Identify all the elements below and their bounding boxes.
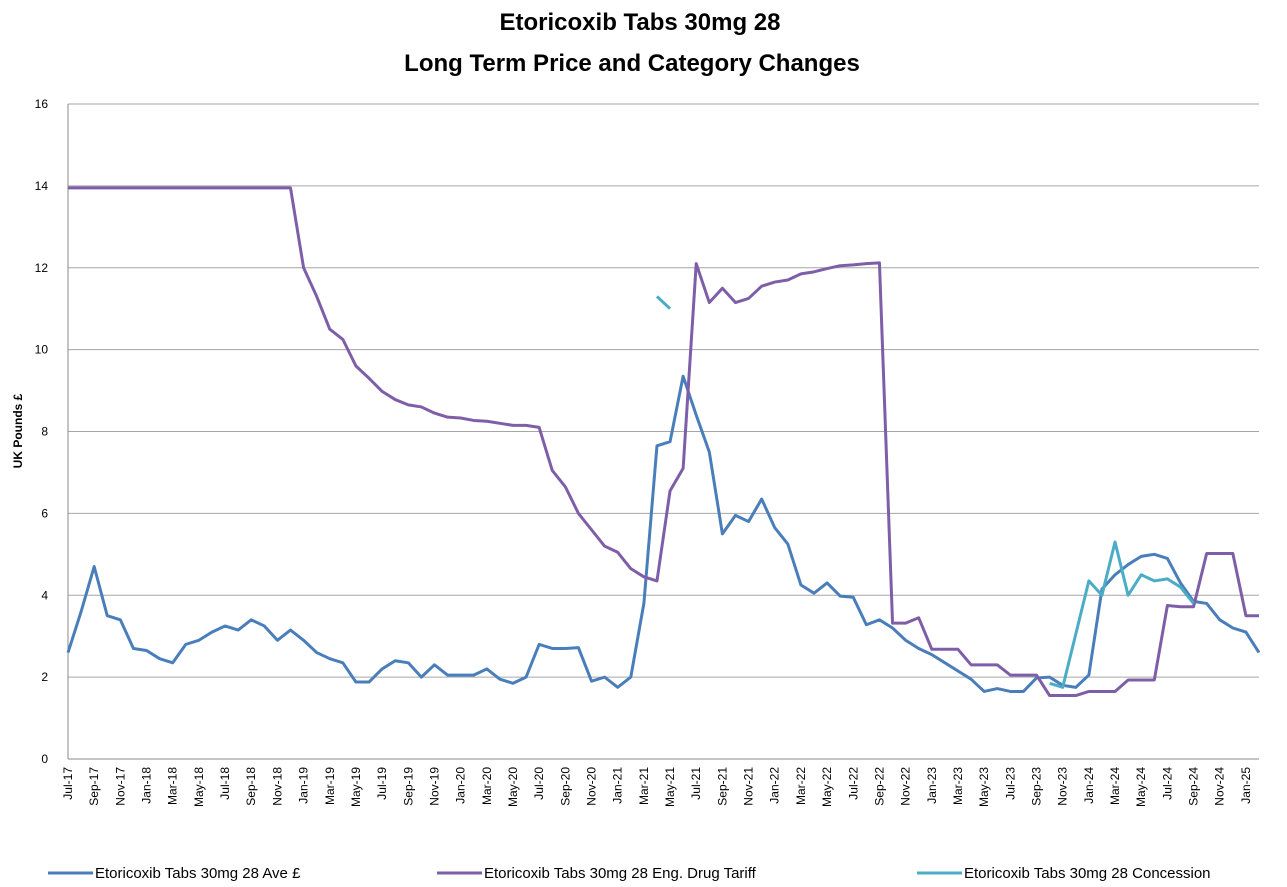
- x-tick-label: Mar-18: [166, 767, 180, 805]
- x-tick-label: Mar-19: [323, 767, 337, 805]
- x-tick-label: Jan-19: [297, 767, 311, 804]
- x-tick-label: Nov-17: [113, 767, 127, 806]
- x-tick-label: Sep-24: [1187, 767, 1201, 806]
- x-tick-label: Sep-22: [872, 767, 886, 806]
- x-tick-label: Jul-17: [61, 767, 75, 800]
- x-tick-label: Jan-18: [140, 767, 154, 804]
- x-tick-label: Nov-18: [270, 767, 284, 806]
- x-tick-label: Jul-21: [689, 767, 703, 800]
- series-line: [655, 295, 1195, 689]
- x-tick-label: May-18: [192, 767, 206, 807]
- legend-label: Etoricoxib Tabs 30mg 28 Eng. Drug Tariff: [484, 865, 757, 882]
- y-tick-label: 16: [35, 97, 49, 111]
- x-tick-label: Sep-20: [558, 767, 572, 806]
- x-tick-label: Mar-21: [637, 767, 651, 805]
- x-tick-label: Jul-20: [532, 767, 546, 800]
- x-tick-label: Jul-24: [1160, 767, 1174, 800]
- x-tick-label: Mar-22: [794, 767, 808, 805]
- x-tick-label: Nov-22: [899, 767, 913, 806]
- y-tick-label: 4: [41, 588, 48, 602]
- series-line: [68, 186, 1259, 698]
- chart-subtitle: Long Term Price and Category Changes: [404, 50, 860, 77]
- y-tick-label: 8: [41, 425, 48, 439]
- legend-label: Etoricoxib Tabs 30mg 28 Ave £: [95, 865, 301, 882]
- y-tick-label: 12: [35, 261, 49, 275]
- x-tick-label: Mar-23: [951, 767, 965, 805]
- x-tick-label: Sep-18: [244, 767, 258, 806]
- legend-label: Etoricoxib Tabs 30mg 28 Concession: [964, 865, 1211, 882]
- x-tick-label: Jan-22: [768, 767, 782, 804]
- x-tick-label: Nov-24: [1213, 767, 1227, 806]
- x-tick-label: May-23: [977, 767, 991, 807]
- x-tick-label: Jul-22: [846, 767, 860, 800]
- y-tick-label: 0: [41, 752, 48, 766]
- x-tick-label: Jul-18: [218, 767, 232, 800]
- x-tick-label: Jan-24: [1082, 767, 1096, 804]
- x-tick-label: May-19: [349, 767, 363, 807]
- x-tick-label: Nov-19: [427, 767, 441, 806]
- chart-title: Etoricoxib Tabs 30mg 28: [500, 9, 781, 36]
- x-tick-label: Jul-23: [1003, 767, 1017, 800]
- x-tick-label: Sep-17: [87, 767, 101, 806]
- x-tick-label: Sep-23: [1030, 767, 1044, 806]
- x-tick-label: Jan-20: [454, 767, 468, 804]
- x-tick-label: Jul-19: [375, 767, 389, 800]
- y-tick-label: 6: [41, 506, 48, 520]
- y-tick-label: 2: [41, 670, 48, 684]
- x-tick-label: Sep-21: [715, 767, 729, 806]
- x-tick-label: Nov-21: [742, 767, 756, 806]
- x-tick-label: Sep-19: [401, 767, 415, 806]
- x-tick-label: May-22: [820, 767, 834, 807]
- x-tick-label: Nov-23: [1056, 767, 1070, 806]
- y-tick-label: 14: [35, 179, 49, 193]
- x-tick-label: Jan-25: [1239, 767, 1253, 804]
- x-tick-label: May-24: [1134, 767, 1148, 807]
- x-tick-label: May-21: [663, 767, 677, 807]
- series-line: [66, 374, 1261, 693]
- x-tick-label: Mar-20: [480, 767, 494, 805]
- x-tick-label: Jan-21: [611, 767, 625, 804]
- y-axis-label: UK Pounds £: [11, 393, 25, 468]
- x-tick-label: Jan-23: [925, 767, 939, 804]
- x-tick-label: Nov-20: [585, 767, 599, 806]
- y-tick-label: 10: [35, 343, 49, 357]
- x-tick-label: May-20: [506, 767, 520, 807]
- x-tick-label: Mar-24: [1108, 767, 1122, 805]
